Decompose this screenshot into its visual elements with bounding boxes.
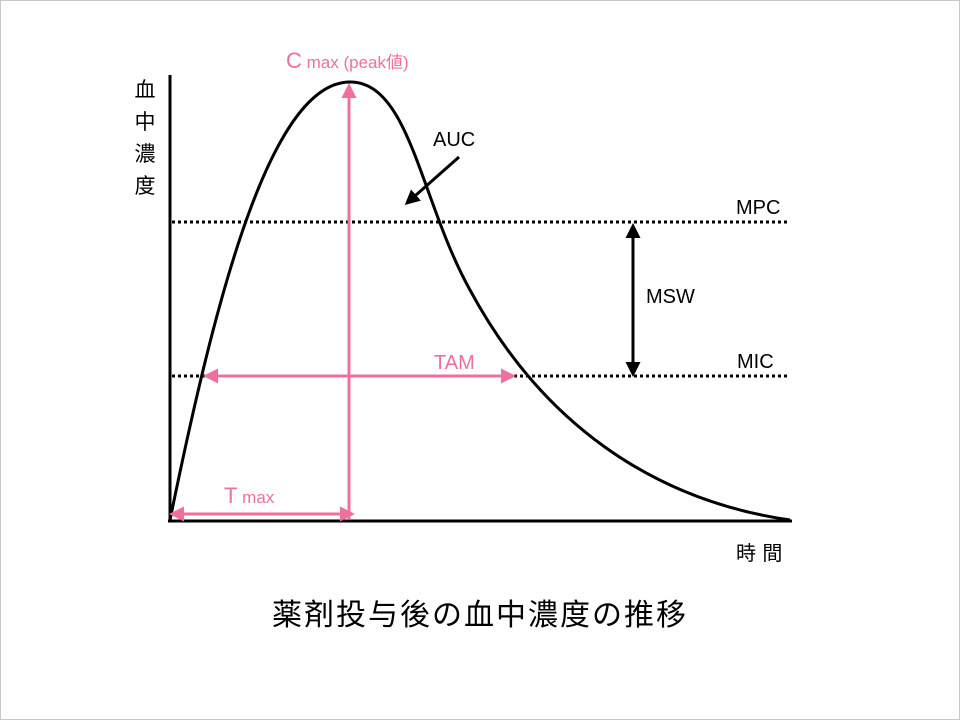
concentration-curve <box>168 80 791 522</box>
mic-label: MIC <box>737 351 774 373</box>
cmax-label-sub: max (peak値) <box>302 53 409 72</box>
x-axis-label: 時 間 <box>736 541 782 565</box>
tmax-label: T max <box>224 483 275 508</box>
msw-label: MSW <box>646 286 695 308</box>
tmax-label-sub: max <box>237 488 274 507</box>
y-axis-label-char: 血 <box>134 78 156 102</box>
y-axis-label-char: 濃 <box>134 142 156 166</box>
cmax-label-main: C <box>286 48 302 73</box>
cmax-label: C max (peak値) <box>286 48 409 73</box>
tam-label: TAM <box>434 352 475 374</box>
y-axis-label-char: 度 <box>134 174 156 198</box>
mpc-label: MPC <box>736 197 780 219</box>
tmax-label-main: T <box>224 483 237 508</box>
auc-pointer-arrow <box>404 155 460 205</box>
y-axis-label-char: 中 <box>134 110 156 134</box>
diagram-caption: 薬剤投与後の血中濃度の推移 <box>272 598 688 633</box>
auc-label: AUC <box>433 129 475 151</box>
y-axis-label: 血 中 濃 度 <box>130 74 160 202</box>
